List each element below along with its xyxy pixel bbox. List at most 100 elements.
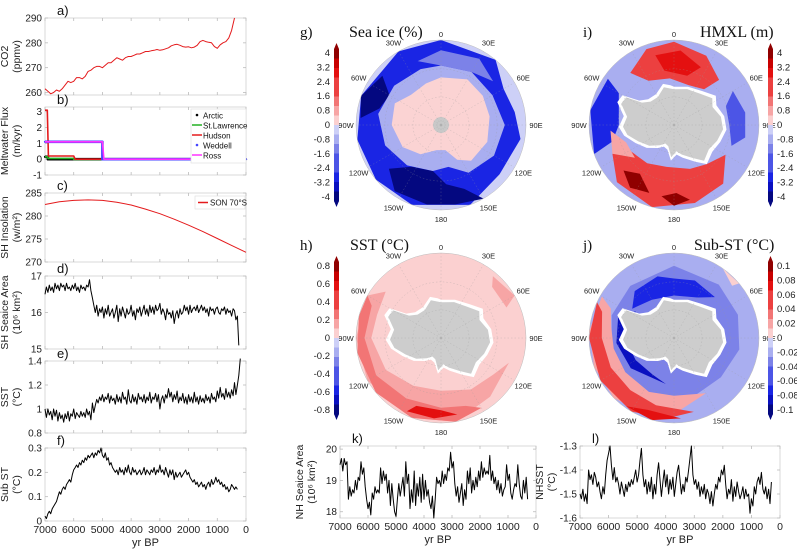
- colorbar-segment: [768, 357, 773, 367]
- x-tick-label: 2000: [177, 524, 201, 536]
- meridian-line: [440, 295, 515, 339]
- longitude-label: 90W: [338, 334, 354, 343]
- longitude-label: 150W: [384, 203, 405, 212]
- y-tick-label: -1.3: [560, 442, 578, 453]
- longitude-label: 90W: [571, 334, 587, 343]
- map-border: [588, 252, 760, 424]
- colorbar-segment: [334, 404, 339, 415]
- parallel-circle: [412, 309, 470, 367]
- meridian-line: [631, 264, 675, 339]
- y-tick-label: 270: [25, 63, 42, 74]
- series-line-son-70-s: [44, 199, 247, 253]
- colorbar: 4 3.2 2.4 1.6 0.8 0 -0.8 -1.6 -2.4 -3.2 -4: [768, 43, 793, 207]
- panel-label: e): [57, 346, 69, 361]
- map-panel-i: 030E60E90E120E150E180150W120W90W60W30Wi)…: [571, 24, 793, 224]
- parallel-circle: [617, 281, 731, 395]
- y-tick-label: 0.8: [28, 429, 42, 440]
- antarctica-land: [388, 300, 491, 374]
- x-tick-label: 6000: [62, 524, 86, 536]
- x-axis-label: yr BP: [667, 534, 694, 546]
- colorbar-segment: [334, 366, 339, 377]
- longitude-label: 120E: [748, 382, 766, 391]
- longitude-label: 30E: [482, 39, 495, 48]
- colorbar-segment: [768, 96, 773, 107]
- colorbar-segment: [334, 49, 339, 59]
- colorbar-segment: [334, 68, 339, 78]
- legend-marker: [195, 143, 199, 147]
- colorbar-segment: [334, 106, 339, 116]
- colorbar-segment: [334, 385, 339, 396]
- colorbar-segment: [334, 281, 339, 291]
- series-line-sh-sea-ice: [44, 279, 240, 346]
- map-title: SST (°C): [350, 237, 409, 254]
- x-tick-label: 2000: [468, 521, 492, 533]
- colorbar-segment: [768, 77, 773, 88]
- colorbar-segment: [768, 134, 773, 145]
- meridian-line: [440, 264, 484, 339]
- x-tick-label: 3000: [148, 524, 172, 536]
- longitude-label: 60W: [351, 287, 367, 296]
- series-line-ross: [45, 141, 246, 160]
- y-axis-label: Meltwater Flux: [0, 106, 11, 175]
- panel-label: g): [300, 25, 313, 41]
- meridian-line: [673, 124, 717, 199]
- y-axis-label: SH Seaice Area: [0, 275, 11, 349]
- x-tick-label: 0: [243, 524, 249, 536]
- legend-entry: St.Lawrence: [203, 122, 248, 131]
- y-axis-label: CO2: [0, 46, 11, 68]
- x-tick-label: 3000: [683, 521, 707, 533]
- colorbar-segment: [334, 300, 339, 310]
- colorbar-arrow-top: [768, 43, 773, 49]
- colorbar-tick-label: 0: [325, 120, 330, 131]
- meridian-line: [673, 337, 748, 381]
- colorbar-segment: [334, 172, 339, 183]
- field-region: [406, 405, 458, 419]
- colorbar-segment: [768, 191, 773, 202]
- longitude-label: 120W: [349, 169, 370, 178]
- meridian-line: [673, 295, 748, 339]
- y-tick-label: 275: [25, 235, 42, 246]
- colorbar-tick-label: 0.6: [317, 279, 330, 290]
- colorbar-segment: [768, 163, 773, 173]
- colorbar-segment: [768, 395, 773, 405]
- map-border: [355, 39, 527, 211]
- colorbar-segment: [768, 144, 773, 154]
- y-axis-label: (10⁶ km²): [306, 460, 318, 503]
- longitude-label: 180: [435, 215, 448, 224]
- series-line-nh-sea-ice: [339, 451, 529, 519]
- longitude-label: 60W: [584, 287, 600, 296]
- longitude-label: 180: [435, 428, 448, 437]
- y-tick-label: 18: [326, 507, 338, 518]
- longitude-label: 180: [668, 215, 681, 224]
- parallel-circle: [645, 96, 703, 154]
- field-region: [589, 302, 694, 419]
- longitude-label: 150E: [713, 203, 731, 212]
- x-tick-label: 1000: [740, 521, 764, 533]
- y-tick-label: 16: [31, 308, 43, 319]
- map-panel-j: 030E60E90E120E150E180150W120W90W60W30Wj)…: [571, 237, 797, 437]
- colorbar-segment: [768, 106, 773, 116]
- longitude-label: 30E: [482, 252, 495, 261]
- colorbar-segment: [334, 153, 339, 164]
- panel-label: j): [582, 238, 592, 254]
- colorbar-tick-label: -0.06: [777, 376, 797, 387]
- y-tick-label: 15: [31, 345, 43, 356]
- colorbar-arrow-bottom: [334, 201, 339, 207]
- longitude-label: 150E: [480, 416, 498, 425]
- longitude-label: 150W: [617, 203, 638, 212]
- colorbar-tick-label: 1.6: [777, 91, 790, 102]
- longitude-label: 120W: [582, 169, 603, 178]
- x-tick-label: 1000: [496, 521, 520, 533]
- x-tick-label: 5000: [384, 521, 408, 533]
- colorbar-segment: [768, 376, 773, 386]
- x-tick-label: 7000: [568, 521, 592, 533]
- colorbar-segment: [768, 49, 773, 59]
- colorbar-segment: [334, 357, 339, 367]
- axes-box: [44, 447, 247, 522]
- colorbar-arrow-top: [334, 43, 339, 49]
- colorbar-tick-label: 2.4: [317, 77, 330, 88]
- colorbar-tick-label: -2.4: [314, 163, 330, 174]
- meridian-line: [600, 337, 675, 381]
- y-tick-label: 280: [25, 38, 42, 49]
